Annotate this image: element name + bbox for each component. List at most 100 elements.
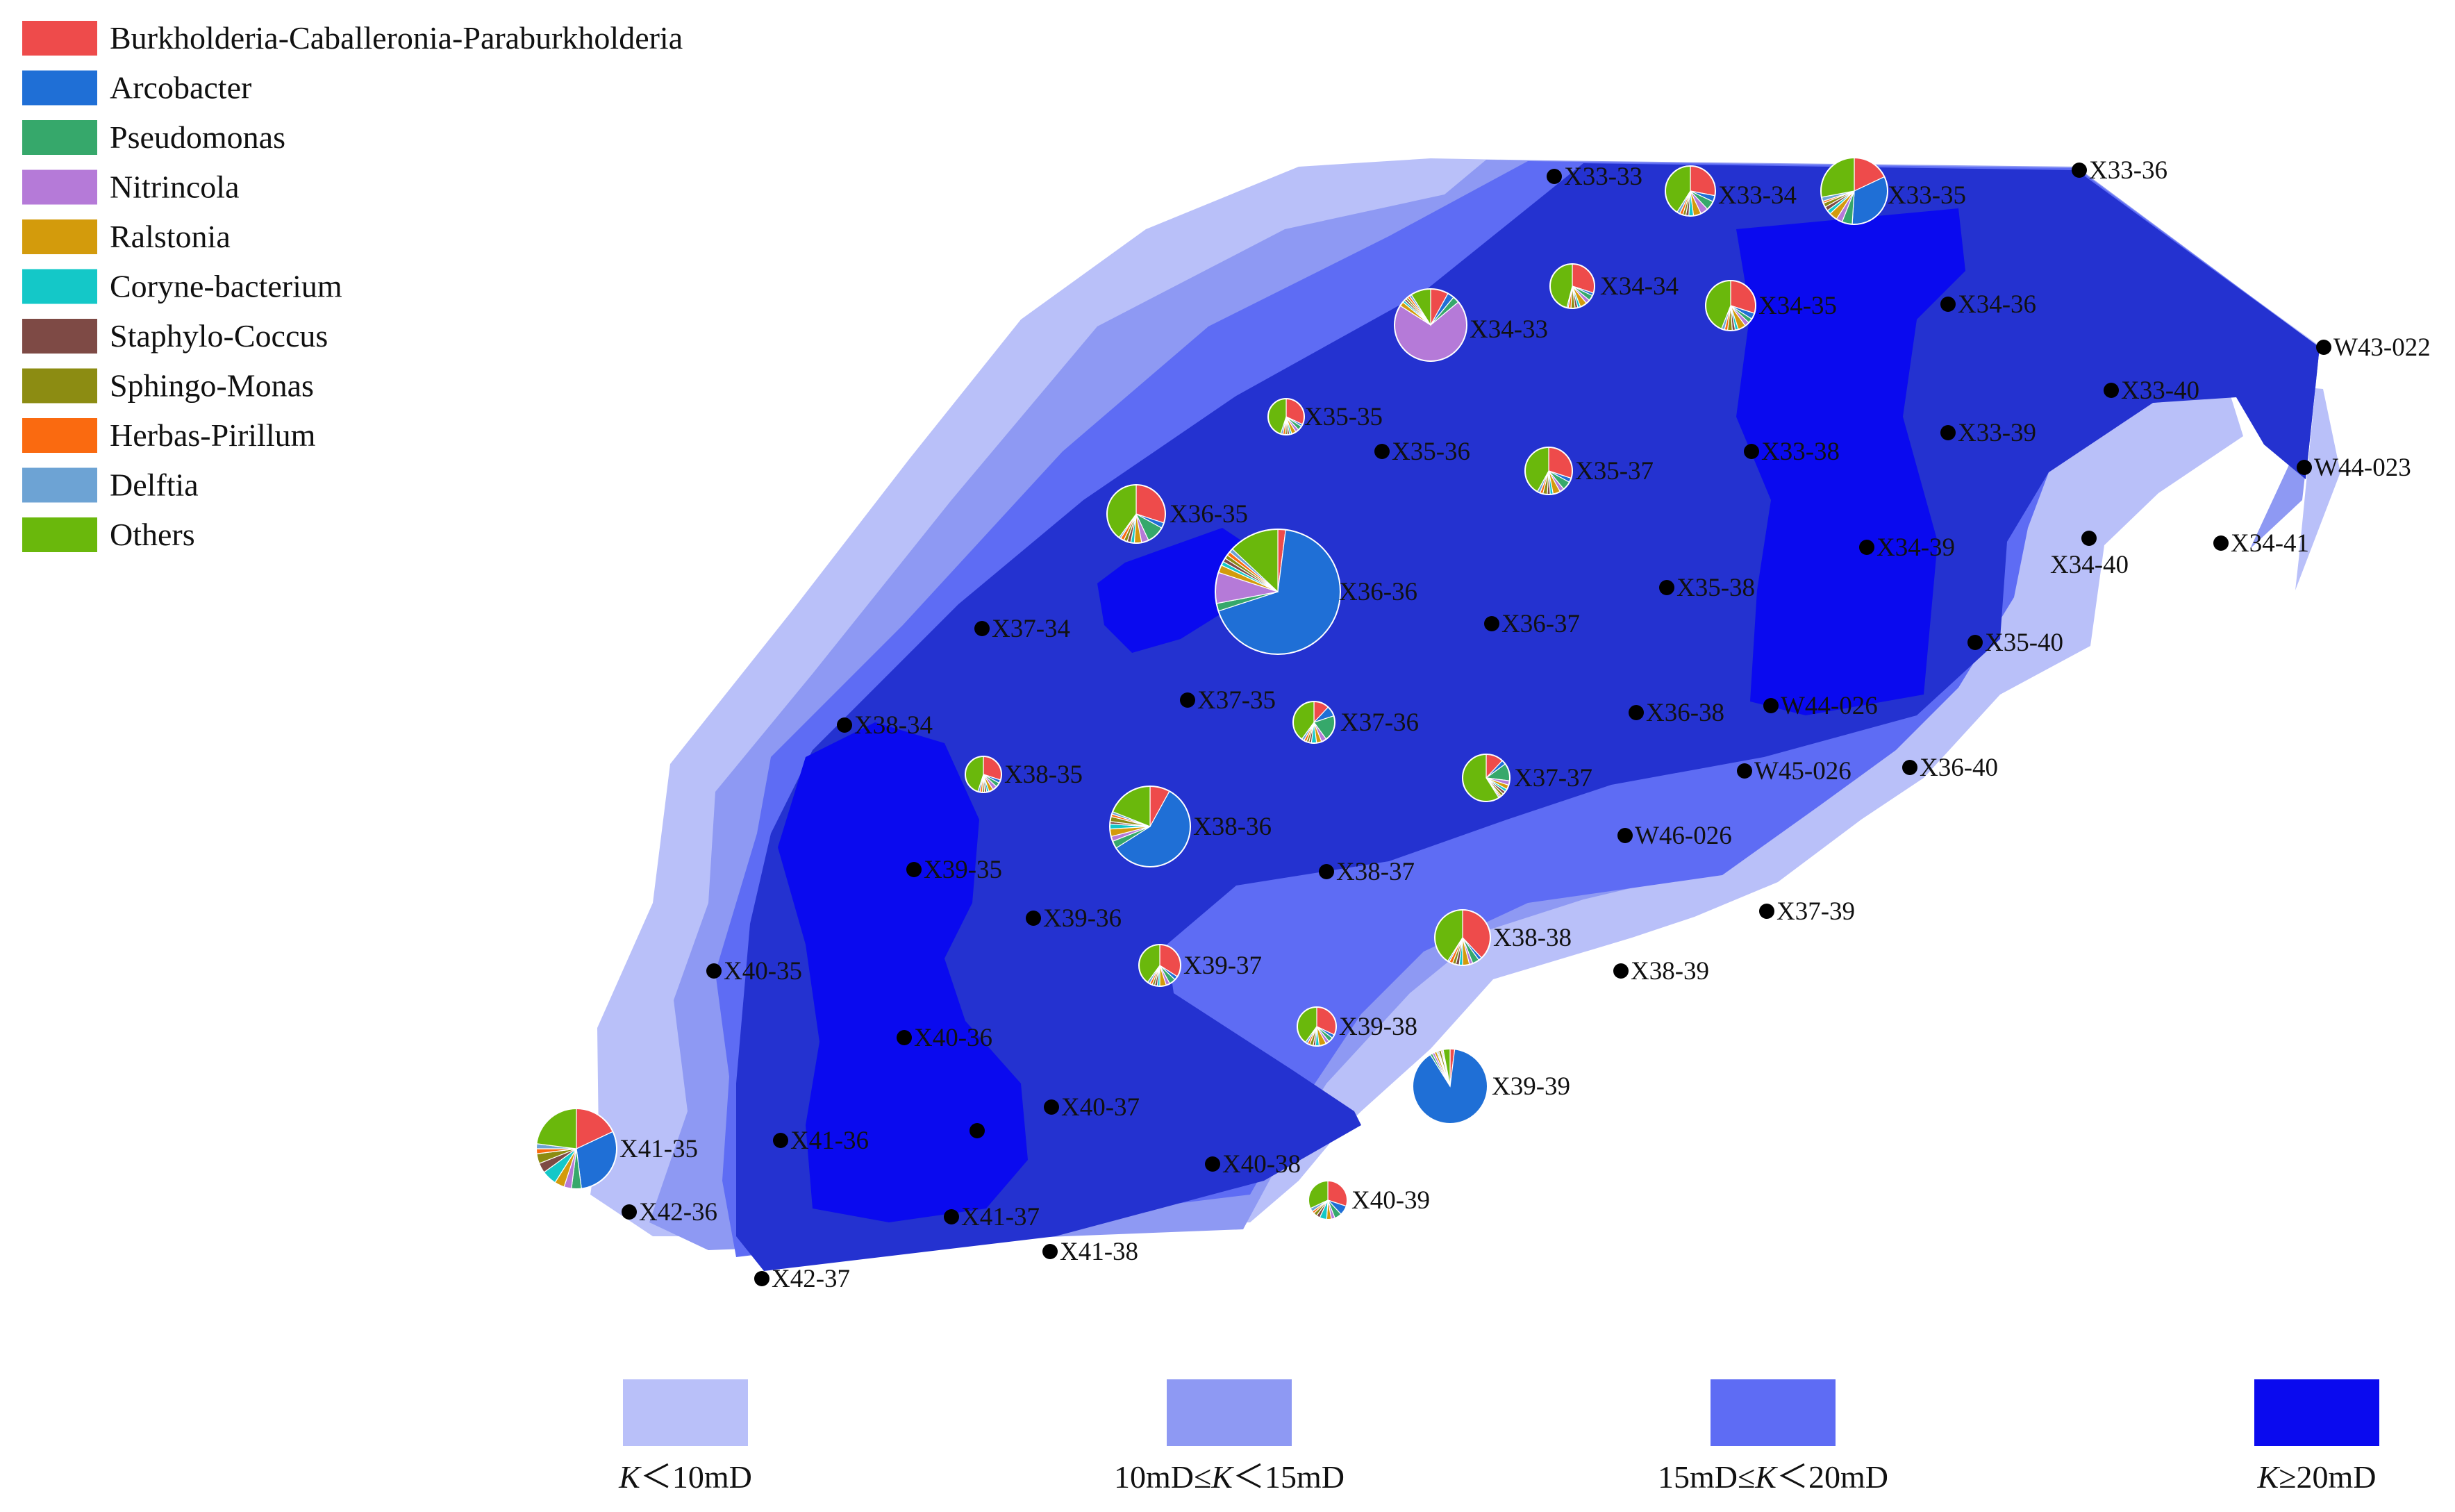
legend-swatch [22,467,97,503]
legend-label: Burkholderia-Caballeronia-Paraburkholder… [110,20,683,56]
well-dot [1026,911,1041,926]
well-label: X35-35 [1304,403,1383,431]
legend-swatch [22,70,97,106]
k-label-suffix: ＜10mD [640,1459,752,1495]
well-label: X41-35 [619,1135,698,1163]
well-label: X39-38 [1339,1013,1417,1041]
pie-outline [1820,157,1888,225]
well-dot [1859,540,1874,555]
pie-slice [1820,157,1855,198]
well-label: X42-37 [772,1265,850,1293]
pie-outline [1524,447,1573,495]
well-label: X36-38 [1646,699,1724,727]
well-label: X33-34 [1718,181,1797,210]
well-label: X38-34 [854,711,933,740]
well-label: X34-33 [1470,315,1548,344]
well-dot [1180,692,1195,708]
well-labels: X33-33 X33-34 X33-35 X33-36 X34-33 X34-34 X34-… [619,156,2431,1293]
pie-X35-35 [1267,398,1305,435]
well-label: X39-35 [924,856,1002,884]
legend-label: Others [110,517,195,552]
k-legend-swatch [1167,1379,1292,1446]
well-dot [944,1209,959,1224]
well-label: W43-022 [2333,333,2431,362]
pie-outline [1106,484,1166,544]
well-label: X34-36 [1958,290,2036,319]
legend-swatch [22,21,97,56]
pie-outline [1138,944,1181,987]
well-label: X33-36 [2089,156,2167,185]
well-dot [1613,963,1629,979]
well-dot [773,1133,788,1148]
well-dot [1374,444,1390,459]
well-dot [1319,864,1334,879]
well-label: X33-33 [1564,163,1642,191]
well-dot [1902,760,1917,775]
well-label: X39-37 [1183,952,1262,980]
well-dot [1967,635,1983,650]
well-dot [754,1271,769,1286]
pie-outline [1549,263,1595,309]
well-label: W46-026 [1635,822,1732,850]
k-legend-swatch [623,1379,748,1446]
pie-X36-35 [1106,484,1166,544]
well-dot [974,621,990,636]
well-label: X34-34 [1600,272,1679,301]
well-label: W44-023 [2314,454,2411,482]
pie-outline [535,1108,617,1190]
well-label: X33-35 [1888,181,1966,210]
well-label: X37-34 [992,615,1070,643]
well-label: X35-38 [1676,574,1755,602]
well-label: X34-40 [2050,551,2129,579]
well-label: X40-36 [914,1024,992,1052]
k-label-var: K [1754,1459,1778,1495]
community-pie-charts [535,157,1888,1220]
well-label: X34-41 [2231,529,2309,558]
k-legend-label: K≥20mD [2257,1459,2377,1495]
k-label-var: K [618,1459,642,1495]
legend-label: Arcobacter [110,70,251,106]
legend-label: Ralstonia [110,219,231,254]
well-label: X33-39 [1958,419,2036,447]
well-label: X35-36 [1392,438,1470,466]
well-label: X34-35 [1758,292,1837,320]
well-label: X38-37 [1336,858,1415,886]
well-dot [2316,340,2331,355]
well-label: X37-39 [1776,897,1855,926]
well-dot [1547,169,1562,184]
well-dot [1617,828,1633,843]
well-label: X35-37 [1575,457,1654,485]
legend-swatch [22,219,97,254]
well-label: X38-35 [1004,761,1083,789]
pie-X38-35 [965,756,1002,793]
legend-label: Sphingo-Monas [110,368,314,404]
well-label: X40-37 [1061,1093,1140,1122]
well-dot [1763,698,1779,713]
pie-X35-37 [1524,447,1573,495]
pie-X34-33 [1394,288,1467,362]
well-dot [1205,1156,1220,1172]
pie-X39-39 [1412,1048,1488,1124]
well-dot [1759,904,1774,919]
well-label: X33-40 [2121,376,2199,405]
well-dot [706,963,722,979]
k-legend-label: 10mD≤K＜15mD [1114,1459,1345,1495]
well-label: X40-35 [724,957,802,986]
legend-swatch [22,418,97,453]
pie-outline [1412,1048,1488,1124]
pie-X38-38 [1434,909,1491,966]
well-label: X35-40 [1985,629,2063,657]
pie-X39-38 [1297,1006,1337,1047]
legend-swatch [22,169,97,205]
well-label: X33-38 [1761,438,1840,466]
k-legend-swatch [2254,1379,2379,1446]
well-dot [1737,763,1752,779]
legend-swatch [22,269,97,304]
pie-outline [1394,288,1467,362]
well-label: W45-026 [1754,757,1851,786]
k-label-suffix: ＜20mD [1776,1459,1888,1495]
legend-label: Coryne-bacterium [110,269,342,304]
well-dot [1659,580,1674,595]
legend-label: Delftia [110,467,199,503]
k-label-prefix: 15mD≤ [1658,1459,1755,1495]
